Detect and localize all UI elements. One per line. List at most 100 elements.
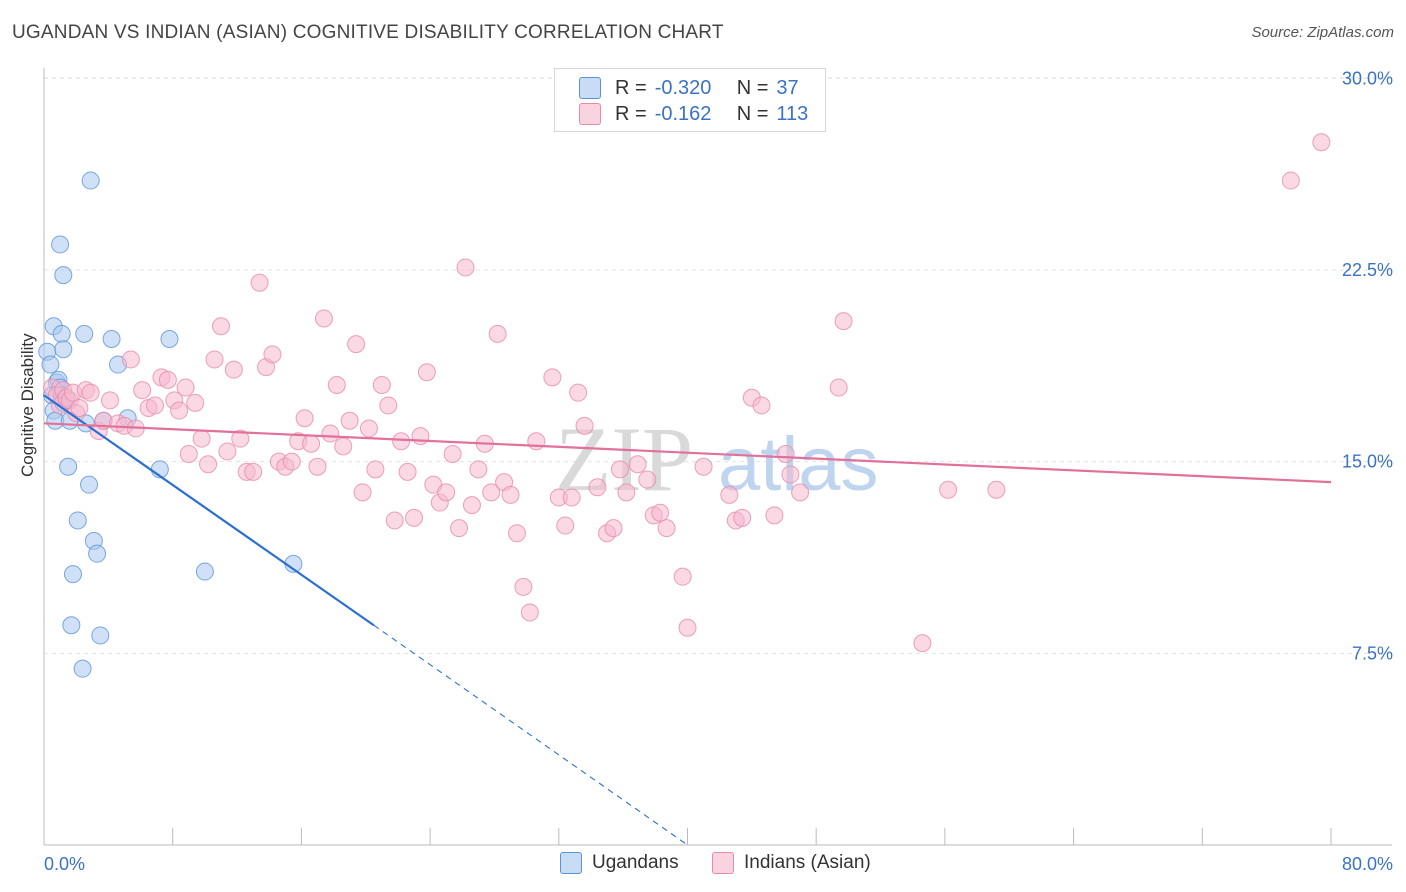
data-point <box>462 496 481 515</box>
data-point <box>575 416 594 435</box>
data-point <box>443 445 462 463</box>
data-point <box>302 434 321 453</box>
data-point <box>308 457 327 476</box>
data-point <box>651 503 670 522</box>
data-point <box>224 360 243 379</box>
data-point <box>54 340 73 359</box>
stats-r-value: -0.320 <box>654 76 712 99</box>
data-point <box>1312 133 1331 152</box>
data-point <box>231 429 250 448</box>
data-point <box>488 324 507 343</box>
chart-title: UGANDAN VS INDIAN (ASIAN) COGNITIVE DISA… <box>12 22 724 43</box>
data-point <box>51 235 70 254</box>
source-label: Source: ZipAtlas.com <box>1251 24 1394 41</box>
legend-swatch-indians <box>712 852 734 874</box>
data-point <box>385 511 404 530</box>
data-point <box>186 393 205 412</box>
data-point <box>366 460 385 479</box>
data-point <box>781 465 800 484</box>
data-point <box>70 399 89 417</box>
data-point <box>562 488 581 507</box>
data-point <box>295 409 314 428</box>
data-point <box>359 419 378 438</box>
data-point <box>469 460 488 479</box>
legend-item-indians[interactable]: Indians (Asian) <box>712 852 871 874</box>
data-point <box>678 618 697 637</box>
data-point <box>520 603 539 622</box>
data-point <box>405 508 424 527</box>
stats-n-value: 113 <box>776 102 809 125</box>
axes <box>43 68 1392 846</box>
data-point <box>81 171 100 190</box>
data-point <box>63 565 82 584</box>
data-point <box>121 350 140 369</box>
stats-n-label: N = <box>736 102 769 125</box>
trend-line <box>43 422 1332 484</box>
data-point <box>54 266 73 285</box>
stats-r-label: R = <box>615 76 647 99</box>
data-point <box>199 455 218 474</box>
data-point <box>192 429 211 448</box>
data-point <box>158 370 177 389</box>
data-point <box>91 626 110 645</box>
data-point <box>617 483 636 502</box>
data-point <box>765 506 784 525</box>
data-point <box>250 273 269 292</box>
tick-labels: 7.5% 15.0% 22.5% 30.0% 0.0% 80.0% <box>44 68 1393 874</box>
data-point <box>657 519 676 538</box>
data-point <box>694 457 713 476</box>
data-point <box>347 335 366 354</box>
data-point <box>195 562 214 581</box>
data-point <box>59 457 78 476</box>
gridlines <box>44 77 1392 654</box>
data-point <box>450 519 469 538</box>
data-point <box>73 659 92 678</box>
data-point <box>628 455 647 474</box>
stats-row-ugandans: R = -0.320 N = 37 <box>579 75 799 101</box>
data-point <box>334 437 353 456</box>
data-point <box>160 330 179 348</box>
data-point <box>75 324 94 343</box>
stats-row-indians: R = -0.162 N = 113 <box>579 101 808 127</box>
trend-line-extension <box>373 624 688 846</box>
legend-label: Ugandans <box>592 852 679 873</box>
data-point <box>411 427 430 446</box>
data-point <box>372 376 391 394</box>
data-point <box>133 381 152 400</box>
data-point <box>482 483 501 502</box>
stats-r-value: -0.162 <box>654 102 712 125</box>
stats-swatch-ugandans <box>579 77 601 99</box>
data-point <box>752 396 771 415</box>
data-point <box>913 634 932 653</box>
legend: Ugandans Indians (Asian) <box>0 852 1406 878</box>
data-point <box>176 378 195 397</box>
data-point <box>507 524 526 543</box>
data-point <box>588 478 607 497</box>
data-point <box>244 462 263 481</box>
trend-line <box>43 394 375 627</box>
data-point <box>392 432 411 451</box>
data-point <box>379 396 398 415</box>
x-tick-label: 0.0% <box>44 854 85 874</box>
stats-r-label: R = <box>615 102 647 125</box>
data-point <box>263 345 282 364</box>
data-point <box>205 350 224 369</box>
data-point <box>340 411 359 430</box>
data-point <box>720 485 739 504</box>
data-point <box>218 442 237 461</box>
data-point <box>314 309 333 328</box>
data-point <box>68 511 87 530</box>
data-point <box>987 480 1006 499</box>
data-point <box>939 480 958 499</box>
legend-item-ugandans[interactable]: Ugandans <box>560 852 679 874</box>
data-point <box>610 460 629 479</box>
data-points <box>38 133 1331 678</box>
legend-label: Indians (Asian) <box>744 852 871 873</box>
data-point <box>437 483 456 502</box>
data-point <box>353 483 372 502</box>
trend-lines <box>43 394 1332 846</box>
data-point <box>673 567 692 586</box>
data-point <box>80 475 99 494</box>
data-point <box>211 317 230 336</box>
